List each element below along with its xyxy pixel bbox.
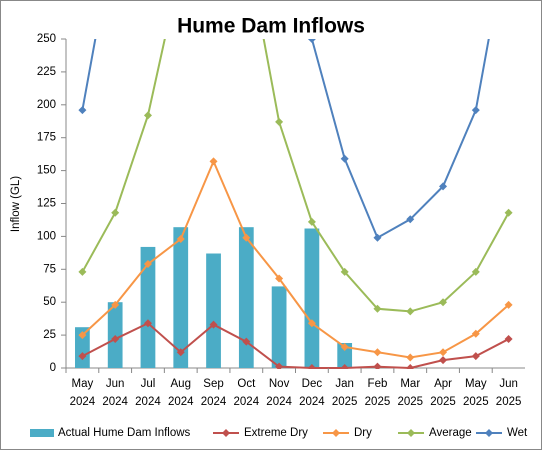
legend-label: Wet bbox=[507, 427, 528, 439]
marker bbox=[406, 215, 415, 224]
x-tick-label: Jan 2025 bbox=[332, 378, 358, 408]
x-tick-label: May 2025 bbox=[463, 378, 489, 408]
bar bbox=[173, 227, 189, 368]
y-tick-label: 225 bbox=[37, 66, 56, 78]
x-tick-label: Mar 2025 bbox=[397, 378, 423, 408]
marker bbox=[111, 208, 120, 217]
plot-area bbox=[75, 39, 513, 369]
marker bbox=[406, 353, 415, 362]
bar bbox=[75, 327, 90, 368]
y-tick-label: 175 bbox=[37, 132, 56, 144]
marker bbox=[373, 362, 382, 369]
bar bbox=[206, 253, 221, 368]
marker bbox=[176, 348, 185, 357]
bar bbox=[304, 228, 320, 368]
marker bbox=[340, 267, 349, 276]
marker bbox=[111, 335, 120, 344]
x-tick-label: Jun 2024 bbox=[102, 378, 128, 408]
marker bbox=[307, 364, 316, 369]
marker bbox=[209, 320, 218, 329]
marker bbox=[307, 319, 316, 328]
line bbox=[81, 322, 510, 369]
y-tick-label: 75 bbox=[43, 263, 56, 275]
line bbox=[81, 39, 510, 313]
y-tick-label: 0 bbox=[50, 362, 56, 374]
marker bbox=[504, 300, 513, 309]
marker bbox=[471, 106, 480, 115]
y-tick-label: 250 bbox=[37, 33, 56, 45]
marker bbox=[439, 182, 448, 191]
marker bbox=[439, 348, 448, 357]
marker bbox=[307, 217, 316, 226]
marker bbox=[143, 319, 152, 328]
marker bbox=[176, 235, 185, 244]
marker bbox=[242, 337, 251, 346]
x-tick-label: Feb 2025 bbox=[365, 378, 391, 408]
x-tick-label: Oct 2024 bbox=[234, 378, 260, 408]
marker bbox=[340, 342, 349, 351]
line bbox=[81, 158, 510, 359]
legend-swatch bbox=[30, 429, 54, 437]
marker bbox=[373, 348, 382, 357]
y-tick-label: 50 bbox=[43, 296, 56, 308]
marker bbox=[143, 260, 152, 269]
bar bbox=[337, 342, 353, 368]
marker bbox=[275, 274, 284, 283]
marker bbox=[439, 356, 448, 365]
marker bbox=[307, 39, 316, 43]
marker bbox=[111, 300, 120, 309]
x-tick-label: Jul 2024 bbox=[135, 378, 161, 408]
y-axis-label: Inflow (GL) bbox=[10, 176, 22, 232]
marker bbox=[340, 154, 349, 163]
marker bbox=[406, 307, 415, 316]
marker bbox=[78, 331, 87, 340]
marker bbox=[373, 304, 382, 313]
legend-label: Extreme Dry bbox=[244, 427, 308, 439]
y-tick-label: 100 bbox=[37, 230, 56, 242]
x-tick-label: May 2024 bbox=[70, 378, 96, 408]
marker bbox=[471, 352, 480, 361]
marker bbox=[504, 208, 513, 217]
x-tick-label: Nov 2024 bbox=[266, 378, 292, 408]
bar bbox=[271, 286, 287, 368]
marker bbox=[275, 362, 284, 369]
marker bbox=[471, 267, 480, 276]
legend-marker bbox=[485, 429, 493, 437]
marker bbox=[340, 364, 349, 369]
legend-label: Average bbox=[429, 427, 472, 439]
x-tick-label: Jun 2025 bbox=[496, 378, 522, 408]
marker bbox=[373, 233, 382, 242]
x-tick-label: Sep 2024 bbox=[201, 378, 227, 408]
marker bbox=[209, 157, 218, 166]
y-tick-label: 200 bbox=[37, 99, 56, 111]
x-tick-label: Aug 2024 bbox=[168, 378, 194, 408]
chart-title: Hume Dam Inflows bbox=[177, 15, 365, 38]
marker bbox=[471, 329, 480, 338]
marker bbox=[143, 111, 152, 120]
legend-label: Dry bbox=[354, 427, 372, 439]
marker bbox=[78, 352, 87, 361]
x-tick-label: Apr 2025 bbox=[430, 378, 456, 408]
legend-marker bbox=[332, 429, 340, 437]
bar bbox=[140, 246, 156, 368]
bar bbox=[238, 227, 254, 368]
marker bbox=[504, 335, 513, 344]
marker bbox=[439, 298, 448, 307]
y-tick-label: 25 bbox=[43, 329, 56, 341]
x-tick-label: Dec 2024 bbox=[299, 378, 325, 408]
legend-label: Actual Hume Dam Inflows bbox=[58, 427, 191, 439]
line bbox=[81, 39, 490, 240]
legend-marker bbox=[407, 429, 415, 437]
marker bbox=[78, 267, 87, 276]
marker bbox=[275, 117, 284, 126]
legend-marker bbox=[222, 429, 230, 437]
marker bbox=[78, 106, 87, 115]
marker bbox=[406, 364, 415, 369]
y-tick-label: 150 bbox=[37, 165, 56, 177]
y-tick-label: 125 bbox=[37, 198, 56, 210]
marker bbox=[242, 233, 251, 242]
